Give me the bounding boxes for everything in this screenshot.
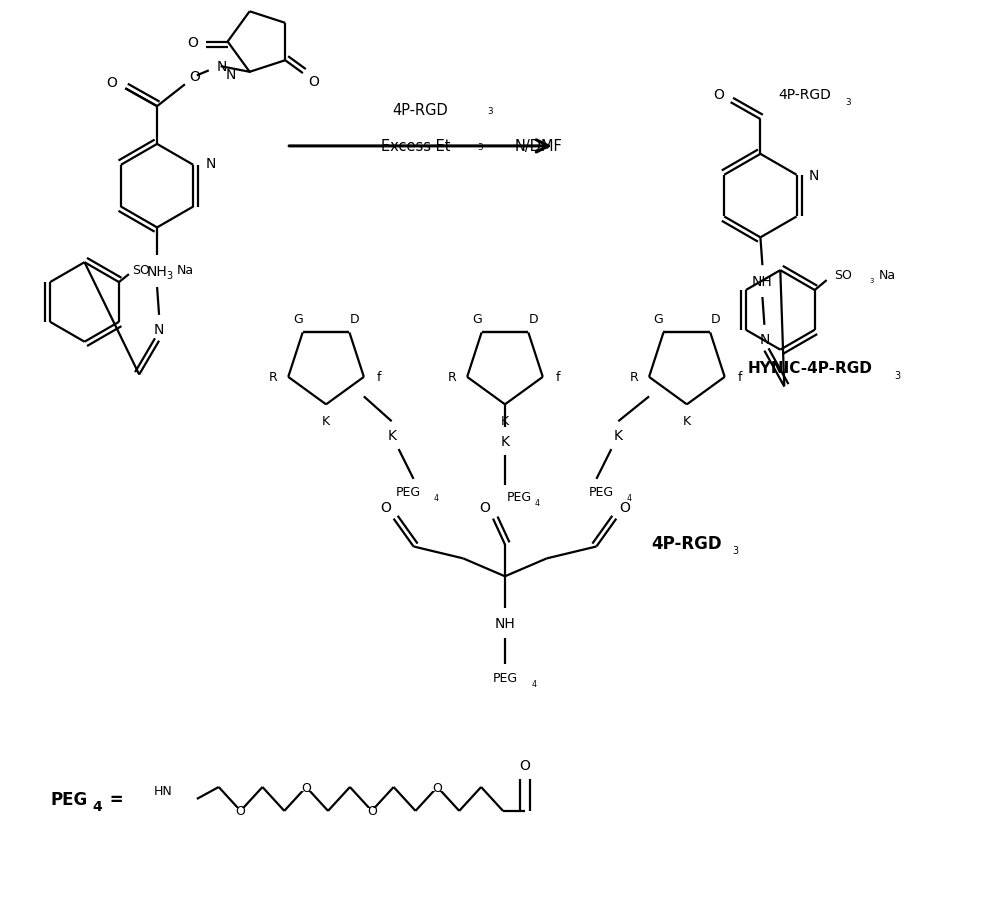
Text: O: O [713,88,724,102]
Text: D: D [710,312,720,325]
Text: $_4$: $_4$ [626,492,633,505]
Text: O: O [519,758,530,772]
Text: 4: 4 [92,799,102,813]
Text: K: K [322,414,330,427]
Text: O: O [106,76,117,90]
Text: NH: NH [495,617,515,630]
Text: O: O [480,500,491,514]
Text: Na: Na [177,264,194,277]
Text: $_4$: $_4$ [433,492,440,505]
Text: R: R [448,371,457,384]
Text: O: O [301,780,311,794]
Text: O: O [367,804,377,818]
Text: N: N [808,168,819,183]
Text: PEG: PEG [507,491,532,504]
Text: O: O [187,36,198,50]
Text: K: K [614,428,623,443]
Text: O: O [189,70,200,85]
Text: K: K [500,435,509,448]
Text: G: G [472,312,482,325]
Text: $_4$: $_4$ [531,677,537,690]
Text: $_3$: $_3$ [732,543,739,557]
Text: PEG: PEG [492,672,518,685]
Text: $_3$: $_3$ [869,276,875,286]
Text: D: D [528,312,538,325]
Text: 4P-RGD: 4P-RGD [778,88,831,102]
Text: 4P-RGD: 4P-RGD [393,103,448,118]
Text: Excess Et: Excess Et [381,140,450,154]
Text: NH: NH [147,265,167,278]
Text: f: f [555,371,560,384]
Text: PEG: PEG [396,486,421,499]
Text: N: N [225,68,236,82]
Text: D: D [350,312,359,325]
Text: N: N [205,156,216,171]
Text: SO: SO [132,264,150,277]
Text: f: f [377,371,381,384]
Text: HYNIC-4P-RGD: HYNIC-4P-RGD [748,360,873,376]
Text: $_3$: $_3$ [845,95,852,108]
Text: K: K [683,414,691,427]
Text: O: O [380,500,391,514]
Text: R: R [630,371,639,384]
Text: $_3$: $_3$ [487,104,494,117]
Text: PEG: PEG [589,486,614,499]
Text: N/DMF: N/DMF [515,140,563,154]
Text: G: G [654,312,663,325]
Text: K: K [387,428,396,443]
Text: O: O [308,74,319,88]
Text: O: O [236,804,246,818]
Text: O: O [619,500,630,514]
Text: HN: HN [154,785,173,798]
Text: G: G [293,312,303,325]
Text: SO: SO [835,268,852,281]
Text: N: N [217,61,227,74]
Text: =: = [104,790,130,808]
Text: $_3$: $_3$ [894,367,901,381]
Text: O: O [432,780,442,794]
Text: f: f [737,371,742,384]
Text: $_3$: $_3$ [477,141,484,153]
Text: N: N [759,333,770,346]
Text: K: K [501,414,509,427]
Text: PEG: PEG [51,790,88,808]
Text: NH: NH [752,275,773,289]
Text: Na: Na [878,268,895,281]
Text: 3: 3 [167,271,173,281]
Text: R: R [269,371,278,384]
Text: 4P-RGD: 4P-RGD [651,535,722,553]
Text: $_4$: $_4$ [534,497,540,509]
Text: N: N [154,323,164,336]
